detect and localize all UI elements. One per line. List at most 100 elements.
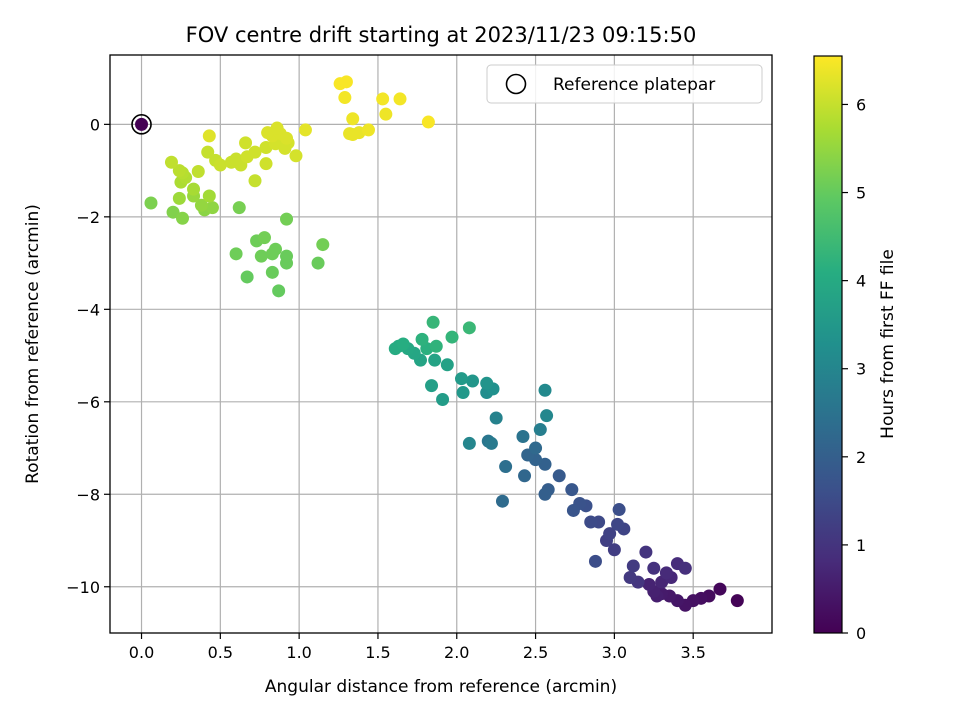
x-axis-label: Angular distance from reference (arcmin) bbox=[265, 677, 617, 697]
data-point bbox=[166, 205, 180, 219]
data-point bbox=[205, 201, 219, 215]
data-point bbox=[516, 429, 530, 443]
data-point bbox=[172, 164, 186, 178]
y-tick-label: −6 bbox=[76, 393, 100, 412]
data-point bbox=[603, 527, 617, 541]
data-point bbox=[269, 242, 282, 256]
data-point bbox=[280, 131, 294, 145]
data-point bbox=[254, 249, 268, 263]
data-point bbox=[552, 469, 566, 483]
data-point bbox=[484, 436, 498, 450]
data-point bbox=[240, 270, 254, 284]
data-point bbox=[257, 231, 271, 245]
data-point bbox=[612, 503, 626, 517]
data-point bbox=[678, 561, 692, 575]
data-point bbox=[191, 165, 205, 179]
data-point bbox=[311, 256, 325, 270]
colorbar-tick-label: 3 bbox=[856, 360, 866, 379]
data-point bbox=[445, 330, 459, 344]
data-point bbox=[298, 123, 312, 137]
data-point bbox=[462, 321, 476, 335]
data-point bbox=[346, 112, 360, 126]
data-point bbox=[540, 409, 554, 423]
data-point bbox=[202, 189, 216, 203]
data-point bbox=[229, 152, 243, 166]
data-point bbox=[202, 129, 216, 143]
data-point bbox=[272, 284, 286, 298]
data-point bbox=[270, 121, 284, 135]
data-point bbox=[396, 337, 410, 351]
legend-box bbox=[486, 64, 763, 104]
colorbar-tick-label: 2 bbox=[856, 448, 866, 467]
reference-point bbox=[135, 117, 149, 131]
colorbar-tick-label: 4 bbox=[856, 272, 866, 291]
legend-entry-reference: Reference platepar bbox=[553, 75, 715, 95]
data-point bbox=[259, 157, 273, 171]
data-point bbox=[265, 265, 279, 279]
data-point bbox=[607, 543, 621, 557]
colorbar-label: Hours from first FF file bbox=[878, 249, 898, 439]
data-point bbox=[659, 566, 673, 580]
reference-marker-ring bbox=[131, 114, 152, 135]
data-point bbox=[248, 145, 262, 159]
data-point bbox=[588, 554, 602, 568]
data-point bbox=[436, 392, 450, 406]
data-point bbox=[316, 238, 330, 252]
data-point bbox=[730, 594, 744, 608]
x-tick-label: 3.0 bbox=[602, 643, 627, 662]
colorbar-tick-label: 0 bbox=[856, 624, 866, 643]
data-point bbox=[425, 379, 439, 393]
data-point bbox=[280, 212, 294, 226]
legend-reference-marker bbox=[505, 73, 527, 95]
data-point bbox=[538, 487, 552, 501]
data-point bbox=[176, 211, 190, 225]
colorbar bbox=[813, 55, 843, 634]
data-point bbox=[462, 436, 476, 450]
colorbar-ticks: 0 1 2 3 4 5 6 bbox=[842, 95, 866, 643]
x-tick-label: 1.5 bbox=[365, 643, 390, 662]
data-point bbox=[187, 182, 201, 196]
colorbar-tick-label: 5 bbox=[856, 184, 866, 203]
data-point bbox=[440, 358, 454, 372]
x-axis-ticks: 0.0 0.5 1.0 1.5 2.0 2.5 3.0 3.5 bbox=[129, 633, 706, 662]
data-point bbox=[144, 196, 158, 210]
y-tick-label: −2 bbox=[76, 208, 100, 227]
data-point bbox=[518, 469, 532, 483]
x-tick-label: 3.5 bbox=[680, 643, 705, 662]
chart-title: FOV centre drift starting at 2023/11/23 … bbox=[186, 23, 697, 47]
data-point bbox=[429, 339, 443, 353]
y-axis-label: Rotation from reference (arcmin) bbox=[23, 204, 43, 484]
data-point bbox=[239, 136, 253, 150]
data-point bbox=[379, 107, 393, 121]
data-point bbox=[647, 561, 661, 575]
data-point bbox=[489, 411, 503, 425]
data-point bbox=[713, 582, 727, 596]
data-point bbox=[393, 92, 407, 106]
y-tick-label: −10 bbox=[66, 578, 100, 597]
data-point bbox=[456, 386, 470, 400]
data-point bbox=[415, 332, 429, 346]
data-point bbox=[623, 571, 637, 585]
x-tick-label: 1.0 bbox=[286, 643, 311, 662]
data-point bbox=[201, 145, 215, 159]
data-point bbox=[584, 515, 598, 529]
colorbar-tick-label: 6 bbox=[856, 95, 866, 114]
data-point bbox=[611, 517, 625, 531]
data-point bbox=[499, 460, 513, 474]
data-point bbox=[338, 91, 352, 105]
data-point bbox=[361, 123, 375, 137]
legend: Reference platepar bbox=[486, 64, 763, 104]
scatter-points bbox=[131, 75, 744, 612]
data-point bbox=[639, 545, 653, 559]
data-point bbox=[466, 374, 480, 388]
data-point bbox=[289, 149, 303, 163]
y-tick-label: −4 bbox=[76, 300, 100, 319]
data-point bbox=[278, 141, 292, 155]
data-point bbox=[248, 174, 262, 188]
data-point bbox=[229, 247, 243, 261]
data-point bbox=[172, 191, 186, 205]
data-point bbox=[280, 249, 294, 263]
data-point bbox=[565, 483, 579, 497]
plot-frame bbox=[109, 54, 773, 634]
